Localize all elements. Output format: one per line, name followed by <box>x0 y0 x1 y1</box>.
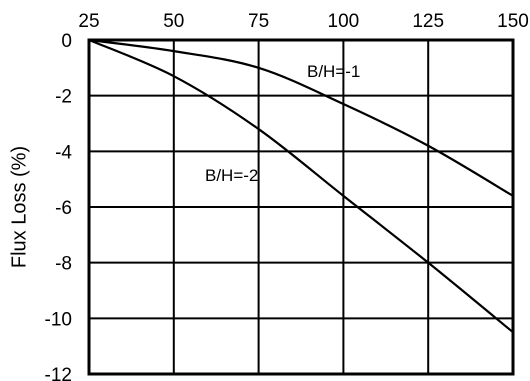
x-tick-label: 75 <box>248 11 269 32</box>
y-axis-ticks: 0 -2 -4 -6 -8 -10 -12 <box>45 31 73 381</box>
curve-labels: B/H=-1 B/H=-2 <box>205 62 360 185</box>
grid <box>88 39 514 375</box>
x-tick-label: 150 <box>497 11 529 32</box>
curve-label-1: B/H=-1 <box>307 62 360 81</box>
y-tick-label: -4 <box>55 142 72 163</box>
y-axis-title: Flux Loss (%) <box>8 146 30 268</box>
x-tick-label: 100 <box>328 11 360 32</box>
y-tick-label: -10 <box>45 309 72 330</box>
series-layer <box>88 38 514 334</box>
series-line-1 <box>88 38 514 197</box>
y-tick-label: -12 <box>45 365 72 381</box>
x-tick-label: 125 <box>412 11 444 32</box>
plot-frame <box>87 38 515 376</box>
series-line-2 <box>88 38 514 334</box>
x-tick-label: 25 <box>78 11 99 32</box>
y-tick-label: -2 <box>55 87 72 108</box>
x-tick-label: 50 <box>163 11 184 32</box>
curve-label-2: B/H=-2 <box>205 166 258 185</box>
x-axis-ticks: 25 50 75 100 125 150 <box>78 11 528 32</box>
y-tick-label: -6 <box>55 198 72 219</box>
y-tick-label: 0 <box>61 31 72 52</box>
y-tick-label: -8 <box>55 254 72 275</box>
